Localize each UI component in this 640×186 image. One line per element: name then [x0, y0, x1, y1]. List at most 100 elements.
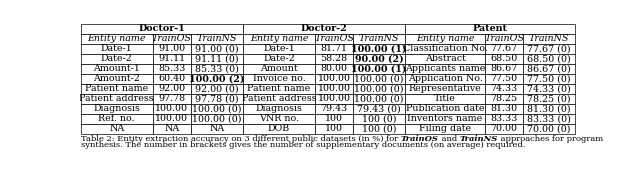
Bar — [81, 44, 153, 54]
Text: NA: NA — [164, 124, 179, 134]
Bar — [405, 34, 485, 44]
Bar — [191, 114, 243, 124]
Text: Patient address: Patient address — [79, 94, 154, 103]
Bar — [523, 44, 575, 54]
Text: 77.67 (0): 77.67 (0) — [527, 44, 571, 53]
Text: Ref. no.: Ref. no. — [99, 114, 135, 124]
Text: 70.00 (0): 70.00 (0) — [527, 124, 571, 134]
Text: 92.00: 92.00 — [158, 84, 186, 93]
Bar — [153, 104, 191, 114]
Text: Date-1: Date-1 — [101, 44, 132, 53]
Bar — [191, 74, 243, 84]
Text: 100.00: 100.00 — [156, 105, 188, 113]
Text: 100.00 (2): 100.00 (2) — [189, 74, 244, 83]
Text: Date-2: Date-2 — [263, 54, 295, 63]
Text: Filing date: Filing date — [419, 124, 471, 134]
Text: Entity name: Entity name — [88, 34, 146, 43]
Bar — [153, 44, 191, 54]
Text: 100.00 (0): 100.00 (0) — [192, 114, 242, 124]
Bar — [81, 124, 153, 134]
Text: Entity name: Entity name — [416, 34, 474, 43]
Bar — [405, 104, 485, 114]
Bar — [405, 64, 485, 74]
Text: 81.30: 81.30 — [491, 105, 518, 113]
Text: 100 (0): 100 (0) — [362, 124, 396, 134]
Bar — [523, 114, 575, 124]
Bar — [81, 34, 153, 44]
Bar — [485, 54, 523, 64]
Text: 100.00: 100.00 — [317, 84, 351, 93]
Text: Classification No.: Classification No. — [403, 44, 488, 53]
Bar — [315, 44, 353, 54]
Text: 80.00: 80.00 — [321, 64, 348, 73]
Bar — [191, 34, 243, 44]
Bar — [485, 104, 523, 114]
Text: 79.43 (0): 79.43 (0) — [357, 105, 401, 113]
Text: TrainOS: TrainOS — [484, 34, 524, 43]
Text: Publication date: Publication date — [406, 105, 484, 113]
Bar — [81, 84, 153, 94]
Text: 91.11 (0): 91.11 (0) — [195, 54, 239, 63]
Bar — [243, 114, 315, 124]
Text: Amount-2: Amount-2 — [93, 74, 140, 83]
Bar — [353, 44, 405, 54]
Bar — [315, 104, 353, 114]
Bar — [191, 124, 243, 134]
Bar — [523, 54, 575, 64]
Bar — [353, 94, 405, 104]
Text: Application No.: Application No. — [408, 74, 483, 83]
Text: 100.00: 100.00 — [317, 74, 351, 83]
Text: NA: NA — [109, 124, 124, 134]
Text: Table 2: Entity extraction accuracy on 3 different public datasets (in %) for: Table 2: Entity extraction accuracy on 3… — [81, 135, 401, 143]
Bar — [353, 124, 405, 134]
Bar — [153, 34, 191, 44]
Text: TrainNS: TrainNS — [359, 34, 399, 43]
Text: Amount: Amount — [260, 64, 298, 73]
Text: 86.67: 86.67 — [490, 64, 518, 73]
Text: Patient address: Patient address — [242, 94, 316, 103]
Bar — [405, 84, 485, 94]
Text: 78.25: 78.25 — [491, 94, 518, 103]
Text: 100.00 (0): 100.00 (0) — [355, 84, 404, 93]
Text: 58.28: 58.28 — [321, 54, 348, 63]
Text: 100.00 (1): 100.00 (1) — [351, 44, 407, 53]
Text: NA: NA — [209, 124, 225, 134]
Text: 100.00 (1): 100.00 (1) — [351, 64, 407, 73]
Bar — [153, 84, 191, 94]
Bar — [315, 54, 353, 64]
Bar — [523, 74, 575, 84]
Text: 60.40: 60.40 — [158, 74, 186, 83]
Bar — [523, 94, 575, 104]
Text: TrainOS: TrainOS — [152, 34, 192, 43]
Bar — [353, 54, 405, 64]
Text: 97.78 (0): 97.78 (0) — [195, 94, 239, 103]
Bar — [353, 114, 405, 124]
Text: 81.71: 81.71 — [321, 44, 348, 53]
Bar — [153, 124, 191, 134]
Bar — [315, 84, 353, 94]
Text: 78.25 (0): 78.25 (0) — [527, 94, 571, 103]
Text: Date-2: Date-2 — [101, 54, 132, 63]
Bar — [153, 54, 191, 64]
Bar — [243, 104, 315, 114]
Bar — [405, 94, 485, 104]
Bar — [315, 74, 353, 84]
Text: Applicants name: Applicants name — [405, 64, 485, 73]
Bar — [153, 94, 191, 104]
Text: TrainOS: TrainOS — [401, 135, 438, 143]
Text: TrainNS: TrainNS — [460, 135, 498, 143]
Bar — [243, 94, 315, 104]
Text: Title: Title — [434, 94, 456, 103]
Text: Amount-1: Amount-1 — [93, 64, 140, 73]
Bar — [315, 114, 353, 124]
Bar — [405, 24, 575, 34]
Bar — [243, 84, 315, 94]
Bar — [485, 34, 523, 44]
Text: Abstract: Abstract — [425, 54, 465, 63]
Bar — [523, 64, 575, 74]
Text: Representative: Representative — [409, 84, 481, 93]
Text: Inventors name: Inventors name — [408, 114, 483, 124]
Text: 100: 100 — [325, 114, 343, 124]
Bar — [191, 54, 243, 64]
Text: DOB: DOB — [268, 124, 290, 134]
